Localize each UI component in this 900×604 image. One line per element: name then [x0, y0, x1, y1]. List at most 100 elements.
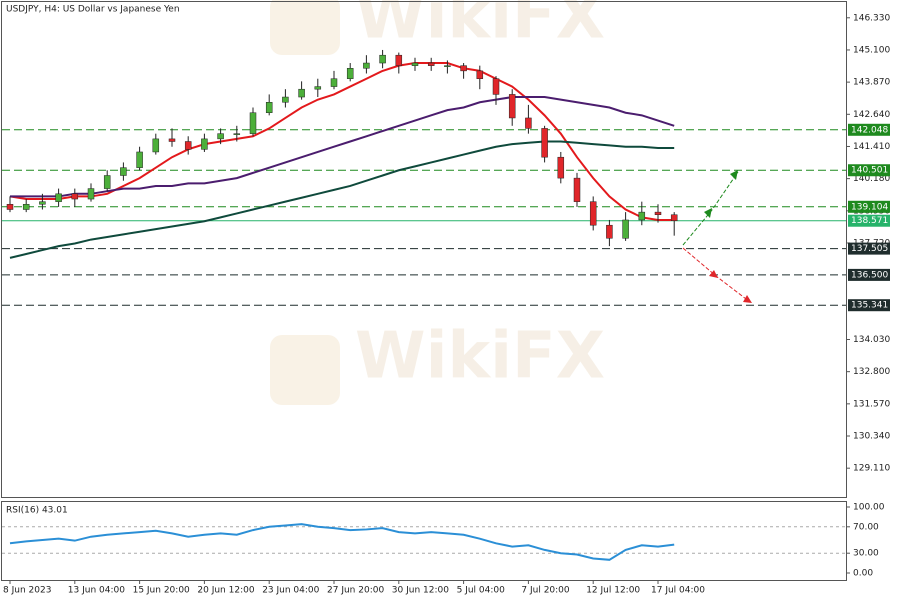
- line: [9, 62, 675, 221]
- rsi-title: RSI(16) 43.01: [6, 506, 68, 516]
- candle-body: [87, 188, 95, 200]
- candle-body: [541, 128, 548, 158]
- candle-body: [363, 62, 370, 69]
- candle-body: [557, 156, 565, 179]
- watermark: WikiFX: [355, 0, 605, 54]
- candle-body: [184, 141, 192, 150]
- line: [10, 96, 675, 198]
- candle-body: [103, 175, 111, 189]
- x-tick-label: 17 Jul 04:00: [651, 586, 705, 596]
- candle-body: [71, 193, 79, 200]
- x-tick-label: 5 Jul 04:00: [457, 586, 506, 596]
- watermark: WikiFX: [355, 320, 605, 394]
- candle-body: [6, 204, 14, 210]
- watermark-logo: [270, 0, 340, 55]
- level-box: [848, 214, 890, 227]
- candle-body: [508, 94, 516, 119]
- candle-body: [217, 133, 224, 140]
- y-tick-label: 142.640: [853, 110, 890, 120]
- x-tick-label: 13 Jun 04:00: [68, 586, 125, 596]
- level-label: 135.341: [851, 301, 888, 311]
- candle-body: [411, 62, 419, 66]
- rsi-tick-label: 100.00: [853, 502, 885, 512]
- line: [9, 140, 675, 259]
- y-tick-label: 146.330: [853, 13, 890, 23]
- level-label: 140.501: [851, 166, 888, 176]
- candle-body: [55, 193, 62, 202]
- x-tick-label: 20 Jun 12:00: [197, 586, 254, 596]
- rsi-tick-label: 70.00: [853, 522, 879, 532]
- candle-body: [22, 204, 30, 210]
- candle-body: [670, 214, 678, 222]
- candle-body: [39, 201, 46, 205]
- candle-body: [201, 138, 208, 150]
- level-label: 136.500: [851, 270, 888, 280]
- level-label: 142.048: [851, 125, 888, 135]
- candle-body: [298, 88, 305, 98]
- y-tick-label: 132.800: [853, 367, 890, 377]
- level-box: [848, 242, 890, 255]
- y-tick-label: 140.180: [853, 174, 890, 184]
- x-tick-label: 7 Jul 20:00: [521, 586, 570, 596]
- candle-body: [573, 177, 581, 202]
- candle-body: [444, 65, 451, 67]
- y-tick-label: 143.870: [853, 78, 890, 88]
- rsi-tick-label: 30.00: [853, 549, 879, 559]
- line: [9, 523, 675, 561]
- candle-body: [589, 201, 597, 226]
- candle-body: [282, 96, 289, 103]
- plot: 146.330 145.100 143.870 142.640 141.410 140.1…: [2, 13, 890, 596]
- level-box: [848, 268, 890, 281]
- candle-body: [492, 78, 500, 95]
- candle-body: [476, 70, 484, 79]
- price-panel: [1, 1, 847, 498]
- forecast-arrows: [682, 170, 752, 303]
- level-label: 137.505: [851, 244, 888, 254]
- candle-body: [136, 151, 143, 168]
- y-tick-label: 134.030: [853, 335, 890, 345]
- candle-body: [395, 54, 403, 66]
- candle-body: [233, 133, 241, 135]
- candle-body: [249, 112, 257, 134]
- candle-body: [120, 167, 127, 176]
- level-box: [848, 164, 890, 177]
- rsi-tick-label: 0.00: [853, 569, 873, 579]
- x-tick-label: 12 Jul 12:00: [586, 586, 640, 596]
- candle-body: [265, 102, 273, 113]
- candle-body: [427, 62, 435, 66]
- level-box: [848, 200, 890, 213]
- candle-body: [638, 211, 646, 221]
- level-label: 138.571: [851, 216, 888, 226]
- arrow-head: [709, 270, 718, 278]
- arrow-head: [704, 208, 712, 218]
- arrow-head: [730, 170, 738, 180]
- y-tick-label: 130.340: [853, 432, 890, 442]
- y-tick-label: 145.100: [853, 45, 890, 55]
- x-tick-label: 8 Jun 2023: [3, 586, 51, 596]
- candle-body: [168, 138, 176, 142]
- up-arrow: [682, 171, 739, 246]
- x-tick-label: 23 Jun 04:00: [262, 586, 319, 596]
- candle-body: [654, 211, 662, 215]
- candle-body: [379, 54, 386, 64]
- candle-body: [346, 68, 354, 79]
- level-box: [848, 299, 890, 312]
- candle-body: [152, 138, 160, 153]
- y-tick-label: 141.410: [853, 142, 890, 152]
- x-tick-label: 27 Jun 20:00: [327, 586, 384, 596]
- candle-body: [314, 86, 322, 90]
- candle-body: [330, 78, 338, 87]
- candle-body: [622, 219, 629, 239]
- chart-title: USDJPY, H4: US Dollar vs Japanese Yen: [6, 5, 180, 15]
- x-tick-label: 15 Jun 20:00: [133, 586, 190, 596]
- rsi-panel: [1, 501, 847, 581]
- y-tick-label: 129.110: [853, 464, 890, 474]
- level-box: [848, 123, 890, 136]
- candle-body: [525, 117, 532, 129]
- arrow-head: [743, 295, 752, 303]
- x-tick-label: 30 Jun 12:00: [392, 586, 449, 596]
- y-tick-label: 131.570: [853, 399, 890, 409]
- level-label: 139.104: [851, 202, 888, 212]
